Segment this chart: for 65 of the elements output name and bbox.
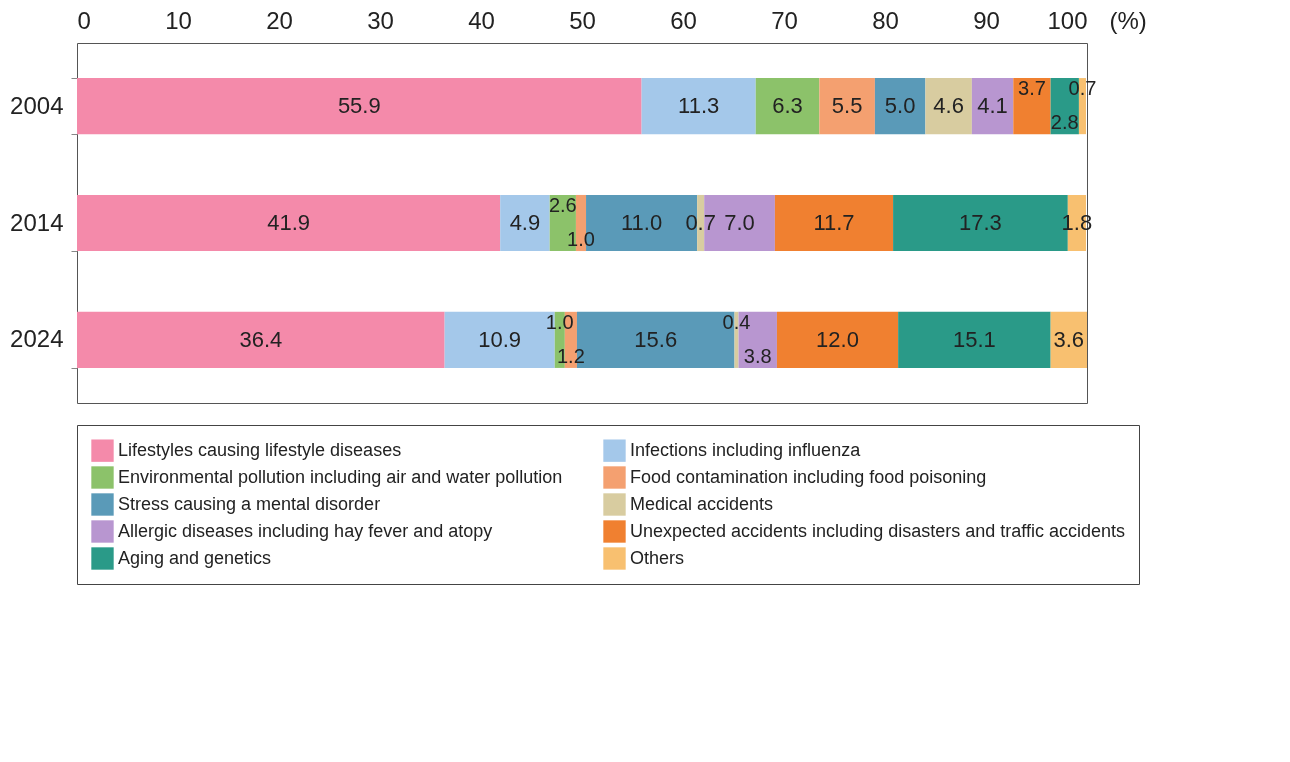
data-label: 3.7 [1018,77,1046,100]
data-label: 5.0 [884,93,916,119]
bar [819,78,875,135]
x-tick-label: 40 [468,6,495,34]
y-tick-label: 2014 [10,208,64,236]
data-label: 6.3 [772,93,803,119]
bar [774,194,894,252]
data-label: 1.0 [567,228,595,250]
legend-label: Lifestyles causing lifestyle diseases [118,439,402,460]
bar [77,78,642,135]
data-label: 36.4 [239,326,283,352]
data-label: 4.6 [933,93,964,119]
data-label: 5.5 [831,93,863,119]
legend-label: Allergic diseases including hay fever and atopy [118,520,493,541]
x-tick-label: 20 [266,6,293,34]
data-label: 3.8 [743,344,772,367]
data-label: 41.9 [267,210,311,235]
bar [500,194,550,252]
bar [971,78,1014,135]
x-tick-label: 100 [1047,6,1088,34]
data-label: 11.0 [621,210,663,235]
legend-label: Stress causing a mental disorder [118,493,381,514]
data-label: 11.3 [678,93,720,119]
bar [925,78,972,135]
data-label: 11.7 [813,210,855,235]
bar [1013,78,1051,135]
data-label: 55.9 [337,93,381,119]
bar [641,78,756,135]
data-label: 3.6 [1053,326,1085,352]
data-label: 15.6 [634,326,678,352]
x-tick-label: 70 [771,6,798,34]
bar [874,78,926,135]
bar [898,311,1051,368]
legend-label: Infections including influenza [630,439,862,460]
data-label: 0.7 [1068,77,1097,100]
data-label: 17.3 [959,210,1002,235]
data-label: 15.1 [952,326,996,352]
data-label: 4.9 [509,210,541,235]
x-tick-label: 90 [973,6,1000,34]
data-label: 2.6 [548,194,577,216]
x-axis-title: (%) [1109,6,1147,34]
data-label: 1.2 [556,344,585,367]
legend-label: Medical accidents [630,493,774,514]
x-tick-label: 30 [367,6,394,34]
bar [77,194,501,252]
bar [755,78,820,135]
legend-label: Unexpected accidents including disasters and traffic accidents [630,520,1125,541]
bar [776,311,899,368]
x-tick-label: 50 [569,6,596,34]
y-tick-label: 2024 [10,325,64,353]
legend-label: Aging and genetics [118,547,272,568]
data-label: 12.0 [816,326,859,352]
legend-label: Others [630,547,685,568]
x-tick-label: 60 [670,6,697,34]
data-label: 10.9 [478,326,522,352]
data-label: 2.8 [1050,111,1079,134]
legend-label: Food contamination including food poisoning [630,466,987,487]
y-tick-label: 2004 [10,91,64,119]
bar [77,311,445,368]
x-tick-label: 0 [77,6,91,34]
x-tick-label: 80 [872,6,899,34]
data-label: 4.1 [977,93,1008,119]
data-label: 7.0 [724,210,755,235]
legend-label: Environmental pollution including air and water pollution [118,466,563,487]
x-tick-label: 10 [165,6,192,34]
